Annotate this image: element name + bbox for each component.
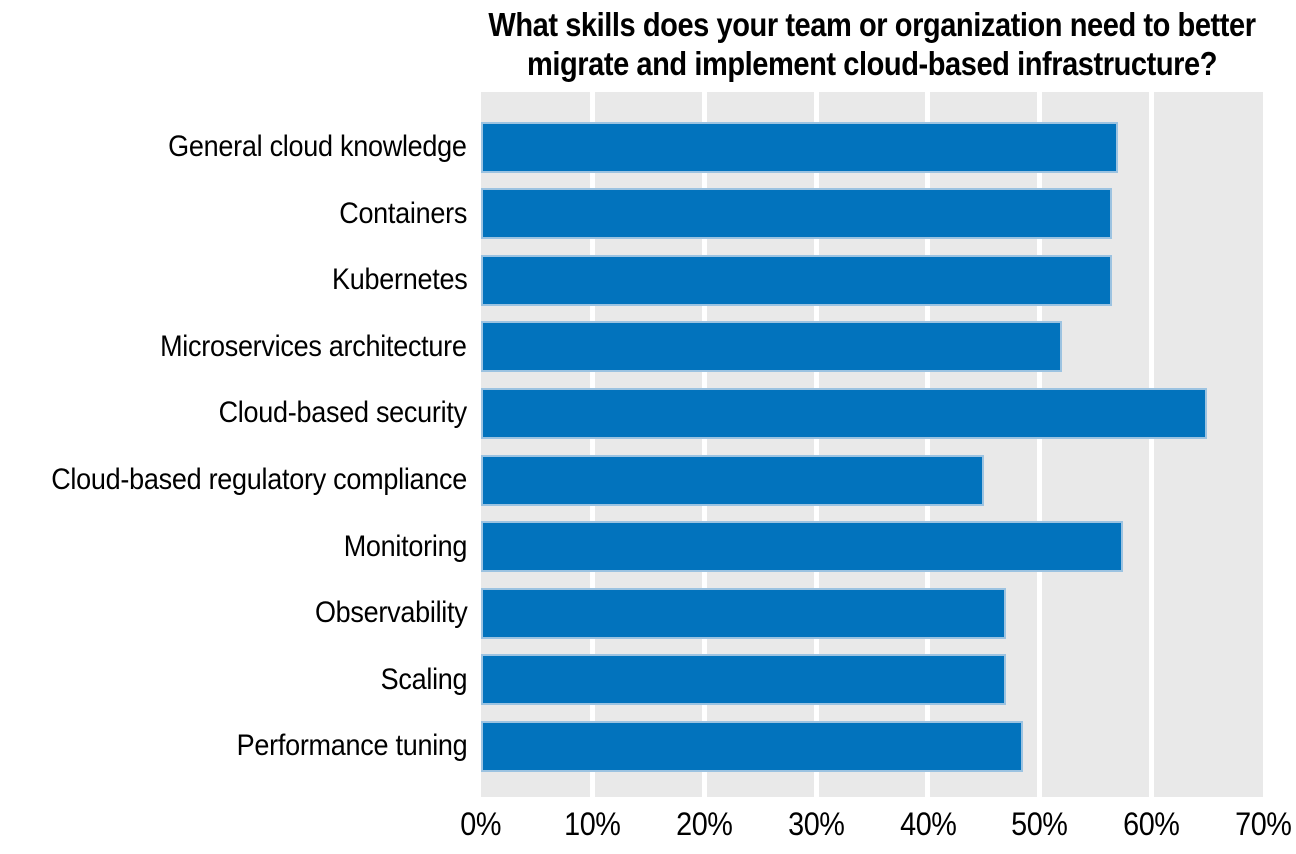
category-label: General cloud knowledge — [0, 114, 468, 181]
x-tick-label: 40% — [868, 806, 988, 843]
category-label-text: Scaling — [380, 662, 467, 696]
category-label: Scaling — [0, 646, 467, 713]
category-label-text: Performance tuning — [236, 729, 467, 763]
bar-row — [481, 314, 1263, 381]
chart-title-line2: migrate and implement cloud-based infras… — [526, 45, 1218, 82]
category-label-text: Cloud-based regulatory compliance — [51, 463, 467, 496]
bar — [481, 654, 1007, 706]
plot-area — [481, 92, 1263, 797]
bar — [481, 454, 984, 506]
x-tick-label: 70% — [1203, 806, 1296, 843]
x-tick-label: 10% — [533, 806, 653, 843]
bar — [481, 387, 1208, 439]
gridline-20pct — [701, 92, 707, 797]
bar — [481, 121, 1118, 173]
bar — [481, 521, 1124, 573]
category-label-text: Containers — [339, 196, 467, 230]
category-label-text: Observability — [314, 596, 467, 630]
bar — [481, 720, 1023, 772]
category-label-text: Monitoring — [343, 529, 468, 563]
bar — [481, 254, 1113, 306]
x-tick-label: 30% — [756, 806, 876, 843]
x-tick-label-text: 60% — [1123, 806, 1180, 842]
chart-title: What skills does your team or organizati… — [476, 5, 1268, 83]
bar-row — [481, 114, 1263, 181]
bar — [481, 188, 1113, 240]
x-tick-label: 60% — [1091, 806, 1211, 843]
gridline-30pct — [813, 92, 819, 797]
x-tick-label-text: 30% — [787, 806, 845, 842]
x-tick-label-text: 50% — [1011, 806, 1068, 842]
category-label-text: Microservices architecture — [160, 329, 467, 363]
bar-row — [481, 646, 1263, 713]
category-label: Kubernetes — [0, 247, 468, 314]
x-tick-label-text: 20% — [676, 806, 733, 842]
bar-series — [481, 114, 1263, 779]
x-tick-label-text: 10% — [564, 806, 622, 842]
category-label: Cloud-based regulatory compliance — [0, 447, 467, 514]
category-label: Microservices architecture — [0, 314, 467, 381]
bar — [481, 587, 1007, 639]
category-label: Containers — [0, 181, 467, 248]
category-axis-labels: General cloud knowledge Containers Kuberne… — [0, 114, 467, 779]
category-label-text: Kubernetes — [331, 263, 468, 297]
x-tick-label: 50% — [980, 806, 1100, 843]
bar-row — [481, 513, 1263, 580]
gridline-40pct — [925, 92, 931, 797]
category-label-text: Cloud-based security — [218, 396, 468, 430]
bar-row — [481, 580, 1263, 647]
bar-row — [481, 247, 1263, 314]
category-label: Cloud-based security — [0, 380, 468, 447]
gridline-50pct — [1037, 92, 1043, 797]
bar-row — [481, 447, 1263, 514]
x-tick-label-text: 40% — [899, 806, 957, 842]
bar-row — [481, 713, 1263, 780]
chart-title-line1: What skills does your team or organizati… — [488, 6, 1256, 43]
category-label: Observability — [0, 580, 467, 647]
gridline-10pct — [590, 92, 596, 797]
x-tick-label: 0% — [421, 806, 541, 843]
bar-row — [481, 181, 1263, 248]
category-label: Performance tuning — [0, 713, 467, 780]
bar — [481, 321, 1062, 373]
category-label-text: General cloud knowledge — [168, 130, 468, 164]
x-tick-label: 20% — [644, 806, 764, 843]
category-label: Monitoring — [0, 513, 468, 580]
x-tick-label-text: 0% — [460, 806, 502, 842]
bar-row — [481, 380, 1263, 447]
x-tick-label-text: 70% — [1234, 806, 1292, 842]
gridline-60pct — [1148, 92, 1154, 797]
